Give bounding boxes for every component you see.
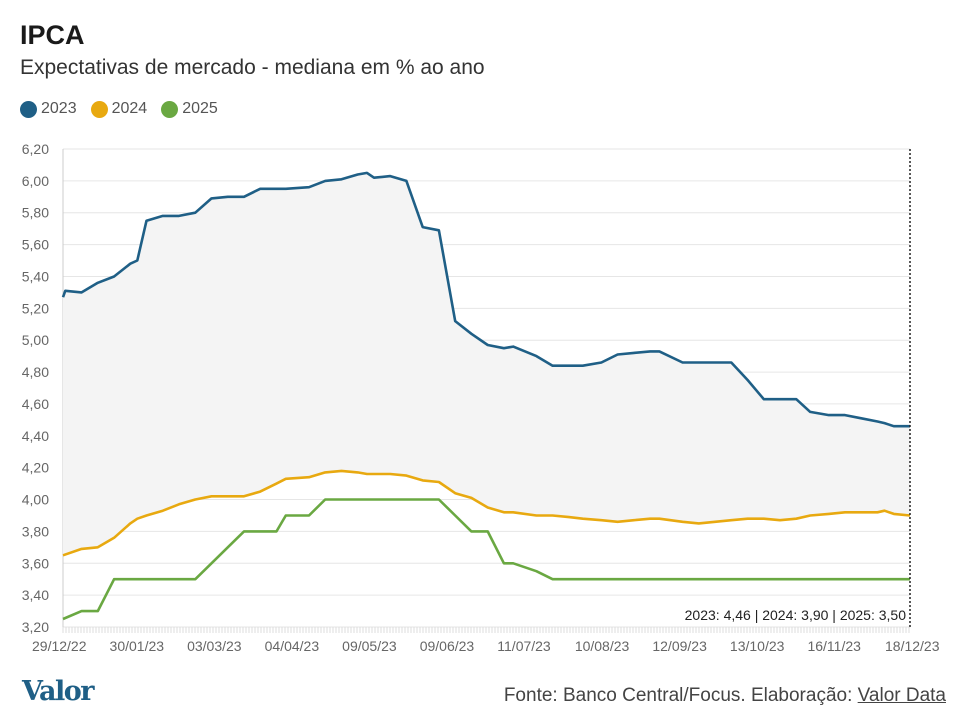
x-tick-label: 11/07/23 xyxy=(497,638,551,654)
series-line-2025 xyxy=(62,498,910,621)
legend-item-2024[interactable]: 2024 xyxy=(90,100,148,118)
x-tick-label: 03/03/23 xyxy=(187,638,242,654)
y-tick-label: 4,20 xyxy=(22,460,49,476)
legend-item-2023[interactable]: 2023 xyxy=(20,100,77,118)
series-line-2024 xyxy=(62,469,911,557)
legend-item-2025[interactable]: 2025 xyxy=(161,100,218,118)
y-tick-label: 5,80 xyxy=(22,205,49,221)
legend-label-2025: 2025 xyxy=(182,100,218,117)
legend-swatch-2023 xyxy=(20,100,37,118)
legend-label-2024: 2024 xyxy=(111,100,148,117)
shaded-band xyxy=(63,172,910,556)
y-tick-label: 6,00 xyxy=(22,173,49,189)
latest-values-annotation: 2023: 4,46 | 2024: 3,90 | 2025: 3,50 xyxy=(685,607,907,623)
legend: 2023 2024 2025 xyxy=(20,100,218,118)
y-tick-label: 3,80 xyxy=(22,523,49,539)
source-link[interactable]: Valor Data xyxy=(857,685,946,706)
y-tick-label: 4,80 xyxy=(22,364,49,380)
source-note: Fonte: Banco Central/Focus. Elaboração: … xyxy=(504,685,946,707)
x-tick-label: 09/06/23 xyxy=(420,638,475,654)
y-tick-label: 5,40 xyxy=(22,268,49,284)
y-tick-label: 4,40 xyxy=(22,428,49,444)
x-tick-label: 04/04/23 xyxy=(265,638,320,654)
y-tick-label: 4,60 xyxy=(22,396,49,412)
y-tick-label: 5,00 xyxy=(22,332,49,348)
valor-logo[interactable]: Valor xyxy=(22,676,94,707)
legend-label-2023: 2023 xyxy=(41,100,77,117)
legend-swatch-2024 xyxy=(90,100,108,118)
y-tick-label: 6,20 xyxy=(22,141,49,157)
y-tick-label: 3,20 xyxy=(22,619,49,635)
x-tick-label: 18/12/23 xyxy=(885,638,940,654)
x-tick-label: 16/11/23 xyxy=(807,638,861,654)
x-tick-label: 13/10/23 xyxy=(730,638,785,654)
legend-swatch-2025 xyxy=(161,100,179,118)
x-tick-label: 30/01/23 xyxy=(110,638,165,654)
y-tick-label: 3,60 xyxy=(22,555,49,571)
x-tick-label: 29/12/22 xyxy=(32,638,87,654)
x-tick-label: 12/09/23 xyxy=(652,638,707,654)
x-tick-label: 10/08/23 xyxy=(575,638,630,654)
x-tick-label: 09/05/23 xyxy=(342,638,397,654)
chart-subtitle: Expectativas de mercado - mediana em % a… xyxy=(20,56,485,79)
source-text: Fonte: Banco Central/Focus. Elaboração: xyxy=(503,685,858,706)
y-tick-label: 5,20 xyxy=(22,300,49,316)
series-line-2023 xyxy=(61,171,910,428)
chart-title: IPCA xyxy=(20,20,85,50)
y-tick-label: 5,60 xyxy=(22,237,49,253)
y-tick-label: 3,40 xyxy=(22,587,49,603)
y-tick-label: 4,00 xyxy=(22,492,49,508)
